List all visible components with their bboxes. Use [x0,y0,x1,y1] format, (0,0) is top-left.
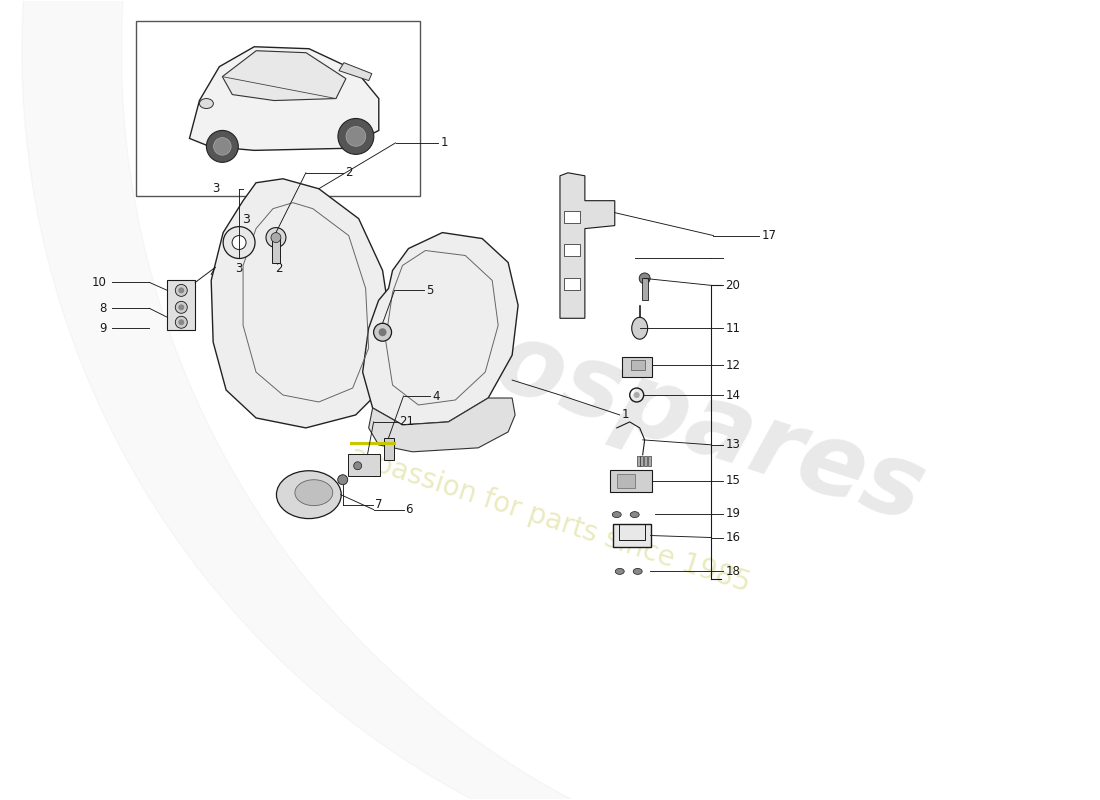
Circle shape [223,226,255,258]
Bar [609,470,651,492]
Text: 16: 16 [725,531,740,544]
Bar [564,243,580,255]
Text: 3: 3 [242,213,250,226]
Text: 2: 2 [344,166,352,179]
Bar [167,281,195,330]
Ellipse shape [634,569,642,574]
Bar [648,456,651,466]
Text: 11: 11 [725,322,740,334]
Text: 6: 6 [406,503,412,516]
Polygon shape [189,46,378,150]
Text: 2: 2 [275,262,283,275]
Ellipse shape [613,512,621,518]
Text: 7: 7 [375,498,382,511]
Ellipse shape [630,512,639,518]
Bar [136,22,420,196]
Circle shape [175,302,187,314]
Bar [617,474,635,488]
Text: 4: 4 [432,390,440,402]
Ellipse shape [276,470,341,518]
Circle shape [271,233,281,242]
Bar [564,278,580,290]
Text: 21: 21 [399,415,415,429]
Circle shape [338,474,348,485]
Circle shape [232,235,246,250]
Bar [272,238,279,263]
Text: 12: 12 [725,358,740,372]
Text: 10: 10 [91,276,107,289]
Circle shape [207,130,239,162]
Text: 3: 3 [212,182,219,195]
Text: 17: 17 [761,229,777,242]
Circle shape [175,285,187,296]
Polygon shape [339,62,372,81]
Bar [348,454,380,476]
Text: 19: 19 [725,507,740,520]
Circle shape [178,304,185,310]
Polygon shape [363,233,518,425]
Circle shape [213,138,231,155]
Text: 18: 18 [725,565,740,578]
Text: 8: 8 [99,302,107,315]
Bar [384,438,394,460]
Bar [645,456,647,466]
Circle shape [266,228,286,247]
Text: 5: 5 [427,284,433,297]
Bar [564,210,580,222]
Circle shape [374,323,392,342]
Polygon shape [368,398,515,452]
Polygon shape [560,173,615,318]
Bar [641,278,648,300]
Text: eurospares: eurospares [304,256,936,544]
Circle shape [178,319,185,326]
Circle shape [346,126,365,146]
Ellipse shape [199,98,213,109]
Ellipse shape [615,569,624,574]
Circle shape [378,328,386,336]
Bar [630,360,645,370]
Text: 9: 9 [99,322,107,334]
Text: 15: 15 [725,474,740,487]
Ellipse shape [631,318,648,339]
Text: 13: 13 [725,438,740,451]
Text: 14: 14 [725,389,740,402]
Circle shape [178,287,185,294]
Circle shape [634,392,640,398]
Text: 1: 1 [440,136,448,150]
Circle shape [338,118,374,154]
Text: 3: 3 [235,262,243,275]
Text: 1: 1 [621,409,629,422]
Bar [613,523,650,547]
Circle shape [175,316,187,328]
Circle shape [639,273,650,284]
Text: 20: 20 [725,279,740,292]
Circle shape [354,462,362,470]
Bar [621,357,651,377]
Bar [637,456,640,466]
Bar [640,456,643,466]
Polygon shape [222,50,345,101]
Polygon shape [211,178,393,428]
Ellipse shape [295,480,333,506]
Text: a passion for parts since 1985: a passion for parts since 1985 [346,442,754,598]
